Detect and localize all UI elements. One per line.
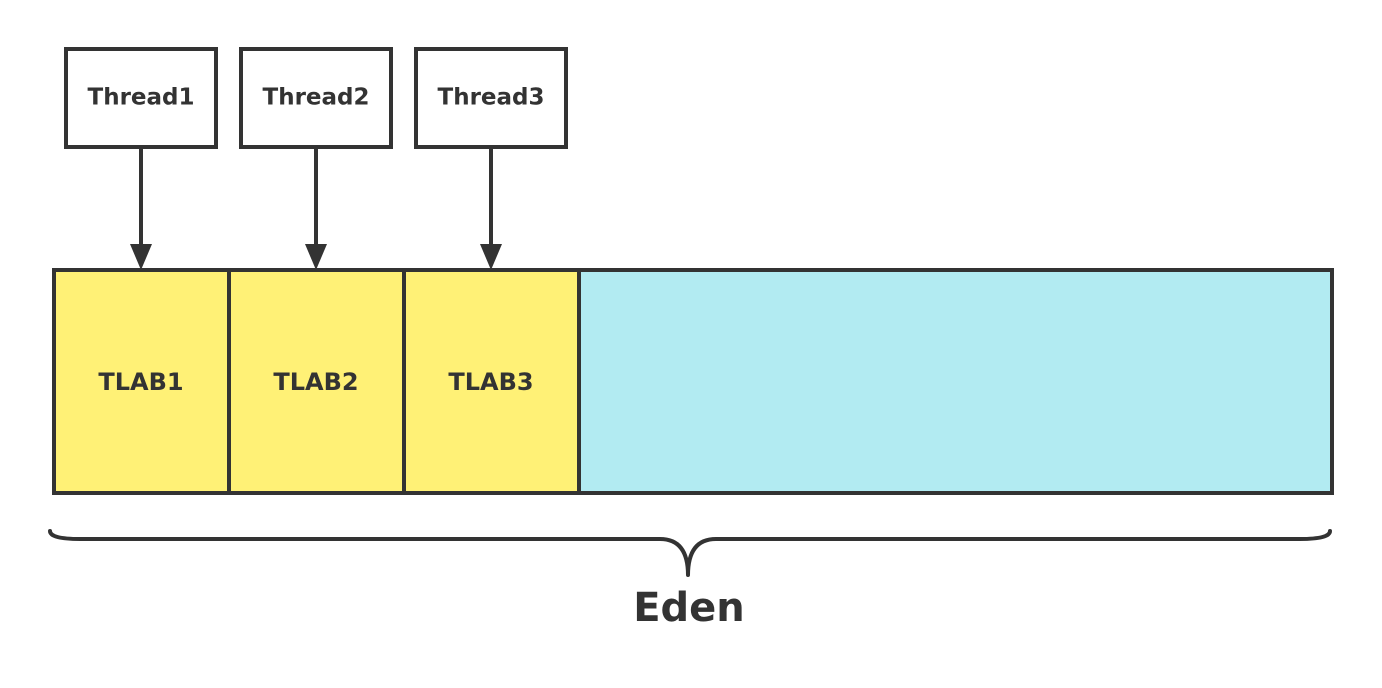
arrow-thread2-to-tlab2 (305, 149, 327, 270)
eden-label: Eden (633, 585, 745, 631)
tlab-block-2: TLAB2 (227, 268, 406, 495)
thread-label-3: Thread3 (438, 85, 545, 111)
thread-box-1: Thread1 (64, 47, 218, 149)
tlab-label-2: TLAB2 (273, 368, 358, 396)
tlab-block-3: TLAB3 (402, 268, 581, 495)
tlab-label-3: TLAB3 (448, 368, 533, 396)
tlab-block-1: TLAB1 (52, 268, 231, 495)
eden-free-space (577, 268, 1334, 495)
arrow-thread3-to-tlab3 (480, 149, 502, 270)
thread-box-2: Thread2 (239, 47, 393, 149)
thread-box-3: Thread3 (414, 47, 568, 149)
thread-label-2: Thread2 (263, 85, 370, 111)
arrow-thread1-to-tlab1 (130, 149, 152, 270)
thread-label-1: Thread1 (88, 85, 195, 111)
eden-brace (48, 529, 1332, 577)
tlab-label-1: TLAB1 (98, 368, 183, 396)
